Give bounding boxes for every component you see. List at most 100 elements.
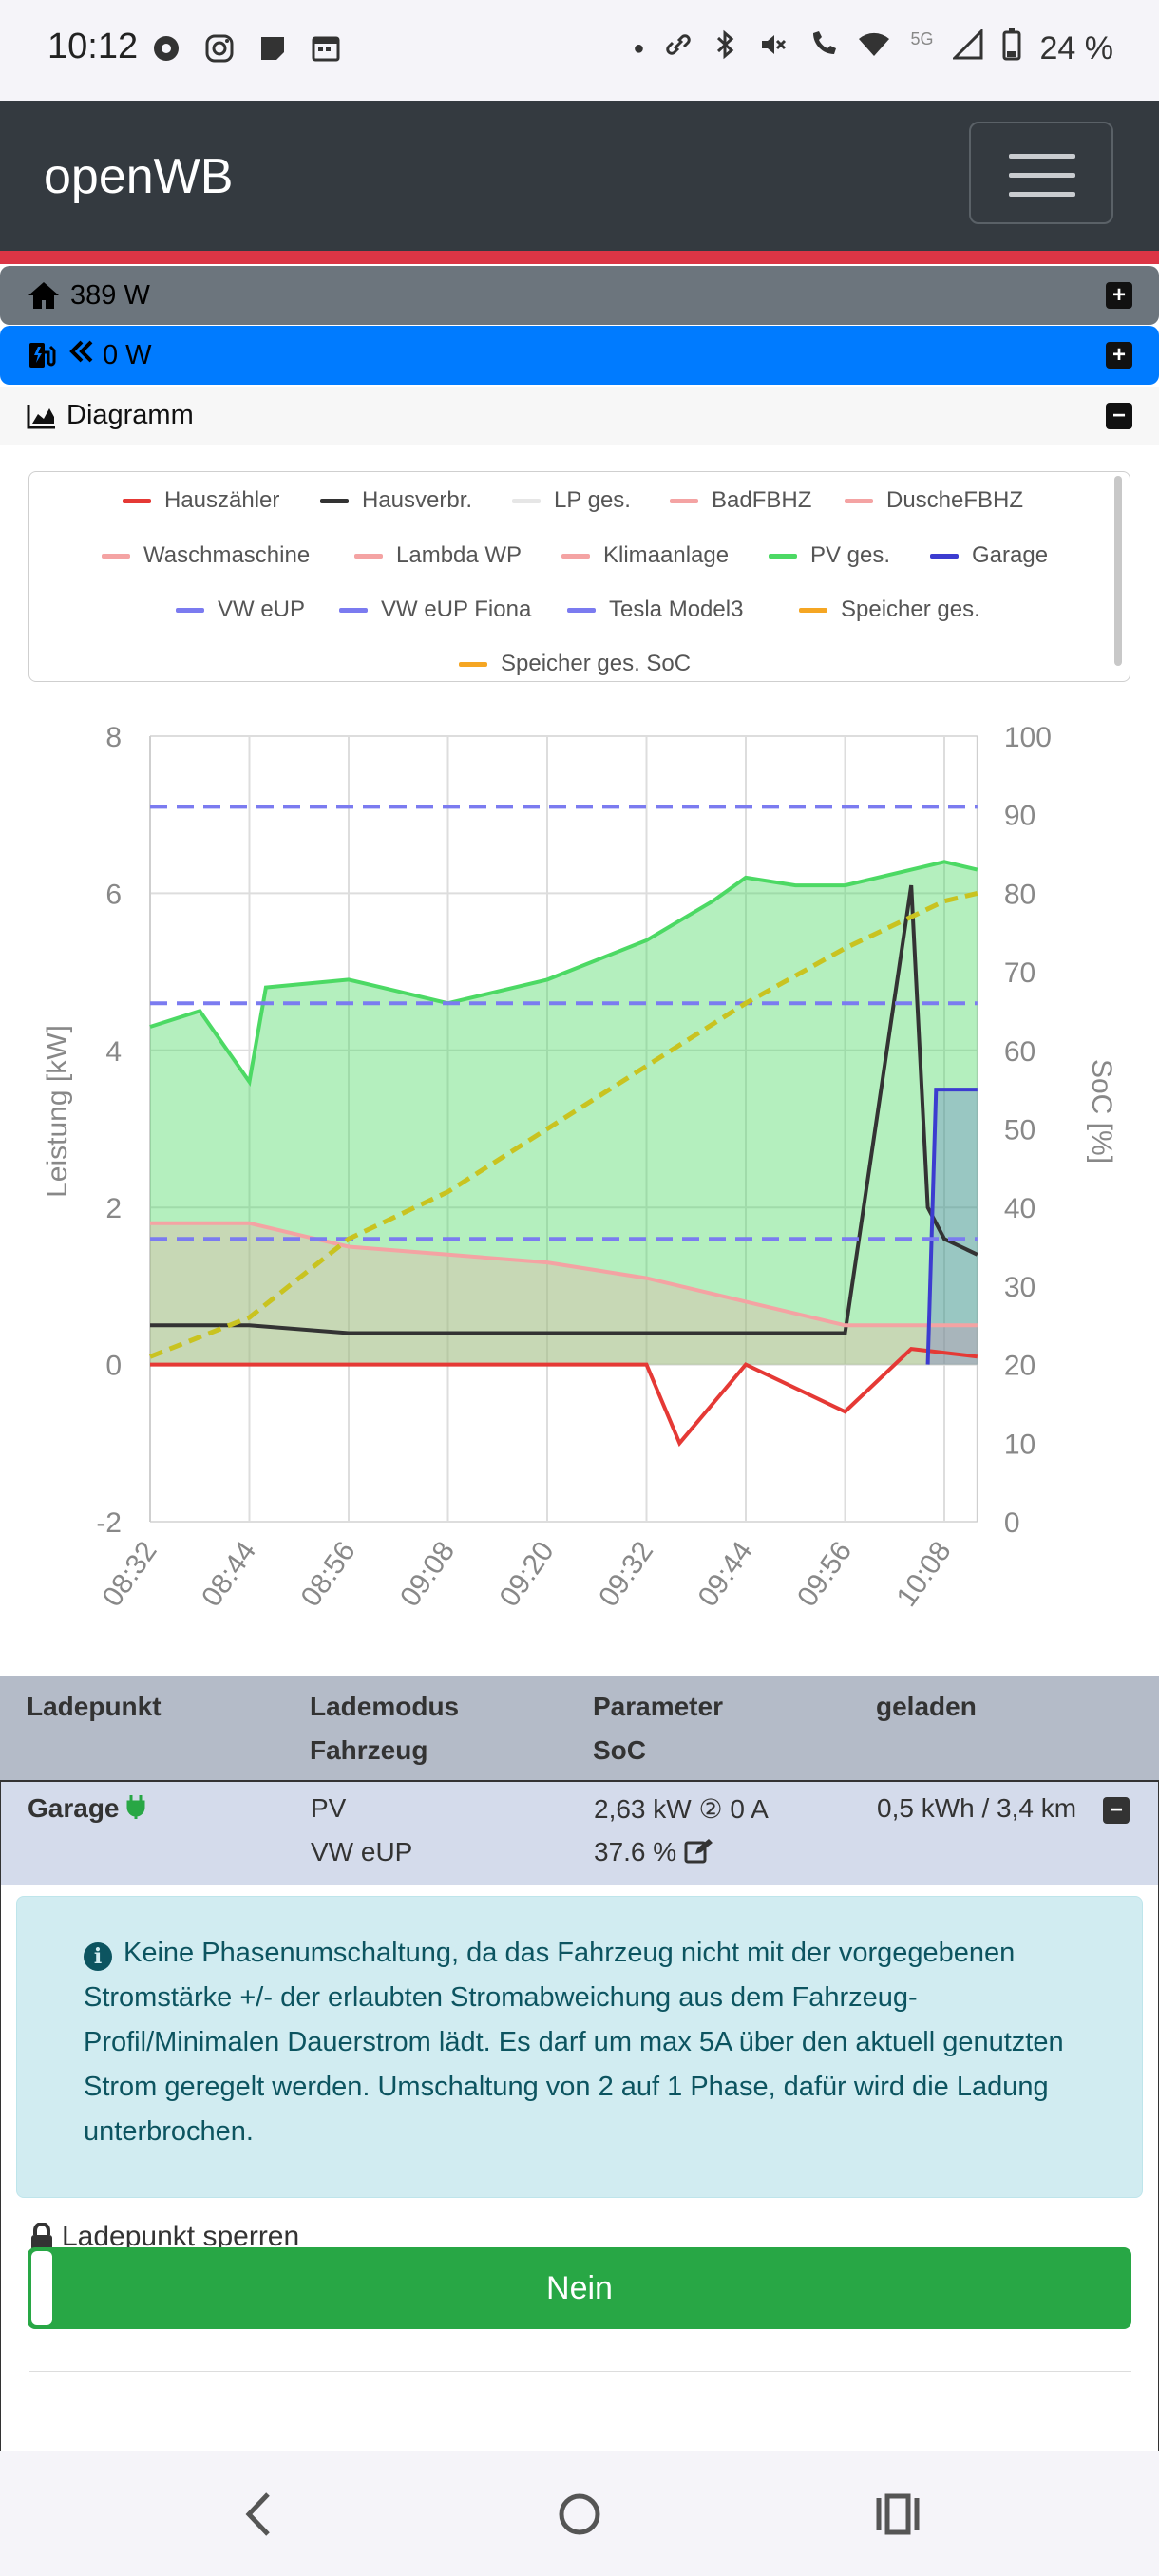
y2-tick-label: 70 xyxy=(1004,957,1036,989)
x-tick-label: 09:44 xyxy=(693,1536,759,1612)
x-tick-label: 08:56 xyxy=(295,1536,362,1612)
collapse-chargepoint-button[interactable]: − xyxy=(1103,1797,1130,1824)
y2-tick-label: 30 xyxy=(1004,1272,1036,1303)
dot-icon: ● xyxy=(633,38,645,59)
charge-parameter: 2,63 kW ② 0 A xyxy=(594,1793,769,1825)
legend-item-lambda-wp[interactable]: Lambda WP xyxy=(354,542,522,569)
legend-scrollbar[interactable] xyxy=(1114,476,1122,666)
legend-item-badfbhz[interactable]: BadFBHZ xyxy=(670,487,811,514)
charged-energy: 0,5 kWh / 3,4 km xyxy=(877,1793,1077,1823)
legend-item-vw-eup-fiona[interactable]: VW eUP Fiona xyxy=(339,597,531,623)
charge-mode[interactable]: PV xyxy=(311,1793,347,1823)
legend-item-hausverbr[interactable]: Hausverbr. xyxy=(320,487,472,514)
chart-area-icon xyxy=(27,403,57,429)
legend-item-pv-ges[interactable]: PV ges. xyxy=(769,542,890,569)
y-tick-label: 0 xyxy=(105,1351,122,1382)
phase-count: ② xyxy=(698,1794,723,1824)
charging-station-icon xyxy=(27,339,59,371)
chart-legend: Hauszähler Hausverbr. LP ges. BadFBHZ Du… xyxy=(28,471,1130,682)
collapse-diagram-button[interactable]: − xyxy=(1106,403,1132,429)
series-line-pv-ges- xyxy=(149,860,978,1088)
link-icon xyxy=(663,29,694,68)
y-tick-label: 2 xyxy=(105,1193,122,1224)
vehicle-name[interactable]: VW eUP xyxy=(311,1837,413,1866)
edit-icon[interactable] xyxy=(684,1837,712,1870)
legend-item-tesla-model3[interactable]: Tesla Model3 xyxy=(567,597,743,623)
legend-item-hauszaehler[interactable]: Hauszähler xyxy=(123,487,279,514)
wifi-icon xyxy=(857,29,891,68)
y2-tick-label: 0 xyxy=(1004,1507,1020,1539)
legend-item-vw-eup[interactable]: VW eUP xyxy=(176,597,305,623)
legend-swatch xyxy=(845,498,873,503)
legend-swatch xyxy=(320,498,349,503)
y2-tick-label: 10 xyxy=(1004,1429,1036,1460)
charge-power-panel[interactable]: 0 W + xyxy=(0,326,1159,385)
bluetooth-icon xyxy=(712,29,739,68)
notification-icon xyxy=(150,32,182,65)
plug-icon xyxy=(126,1793,145,1827)
expand-charge-button[interactable]: + xyxy=(1106,342,1132,369)
y2-tick-label: 40 xyxy=(1004,1193,1036,1224)
axis-frame xyxy=(149,736,978,1522)
legend-item-klimaanlage[interactable]: Klimaanlage xyxy=(561,542,729,569)
series-line-waschmaschine xyxy=(150,1221,978,1328)
col-parameter: Parameter xyxy=(593,1692,723,1721)
vehicle-soc[interactable]: 37.6 % xyxy=(594,1837,712,1870)
info-icon: i xyxy=(84,1942,112,1971)
x-tick-label: 08:44 xyxy=(196,1536,262,1612)
chargepoint-table-header: Ladepunkt Lademodus Fahrzeug Parameter S… xyxy=(0,1676,1159,1780)
legend-swatch xyxy=(670,498,698,503)
battery-icon xyxy=(1002,28,1021,69)
legend-swatch xyxy=(176,607,204,613)
status-bar: 10:12 ● 5G xyxy=(0,0,1159,101)
legend-item-speicher-ges-soc[interactable]: Speicher ges. SoC xyxy=(459,651,691,677)
y-tick-label: 8 xyxy=(105,722,122,753)
wifi-call-icon xyxy=(808,29,838,68)
y2-tick-label: 100 xyxy=(1004,722,1052,753)
mute-icon xyxy=(758,29,788,68)
navbar: openWB xyxy=(0,101,1159,251)
x-tick-label: 08:32 xyxy=(97,1536,163,1612)
expand-house-button[interactable]: + xyxy=(1106,282,1132,309)
battery-percent: 24 % xyxy=(1039,30,1114,66)
status-time: 10:12 xyxy=(48,27,139,66)
warning-strip xyxy=(0,251,1159,264)
legend-item-speicher-ges[interactable]: Speicher ges. xyxy=(799,597,980,623)
legend-item-waschmaschine[interactable]: Waschmaschine xyxy=(102,542,310,569)
y2-tick-label: 90 xyxy=(1004,801,1036,832)
y-tick-label: -2 xyxy=(96,1507,122,1539)
legend-item-garage[interactable]: Garage xyxy=(930,542,1048,569)
y2-tick-label: 50 xyxy=(1004,1115,1036,1146)
diagram-label: Diagramm xyxy=(66,400,194,430)
notes-icon xyxy=(256,32,289,65)
legend-swatch xyxy=(930,553,959,559)
x-tick-label: 09:32 xyxy=(593,1536,659,1612)
house-consumption-panel[interactable]: 389 W + xyxy=(0,266,1159,325)
brand-title[interactable]: openWB xyxy=(44,149,234,204)
menu-toggle-button[interactable] xyxy=(969,122,1113,224)
col-ladepunkt: Ladepunkt xyxy=(27,1692,162,1721)
diagram-panel-header[interactable]: Diagramm − xyxy=(0,387,1159,445)
legend-swatch xyxy=(102,553,130,559)
lock-chargepoint-toggle[interactable]: Nein xyxy=(28,2247,1131,2329)
double-chevron-left-icon xyxy=(68,338,95,372)
system-icons: ● 5G 24 % xyxy=(633,28,1113,69)
recent-apps-icon[interactable] xyxy=(874,2491,922,2543)
legend-item-duschefbhz[interactable]: DuscheFBHZ xyxy=(845,487,1023,514)
y2-axis-label: SoC [%] xyxy=(1086,1059,1117,1164)
toggle-value: Nein xyxy=(546,2270,613,2306)
calendar-icon xyxy=(310,32,342,65)
toggle-knob xyxy=(31,2251,52,2325)
back-icon[interactable] xyxy=(241,2491,276,2543)
home-button-icon[interactable] xyxy=(557,2491,602,2543)
chargepoint-row[interactable]: Garage PV VW eUP 2,63 kW ② 0 A 37.6 % 0,… xyxy=(0,1780,1159,1885)
charge-power: 2,63 kW xyxy=(594,1794,692,1824)
charge-current: 0 A xyxy=(730,1794,769,1824)
x-tick-label: 09:08 xyxy=(394,1536,461,1612)
series-area-waschmaschine xyxy=(150,1222,978,1365)
legend-item-lp-ges[interactable]: LP ges. xyxy=(512,487,631,514)
y-tick-label: 6 xyxy=(105,879,122,910)
house-power-value: 389 W xyxy=(70,279,150,311)
home-icon xyxy=(27,280,61,311)
